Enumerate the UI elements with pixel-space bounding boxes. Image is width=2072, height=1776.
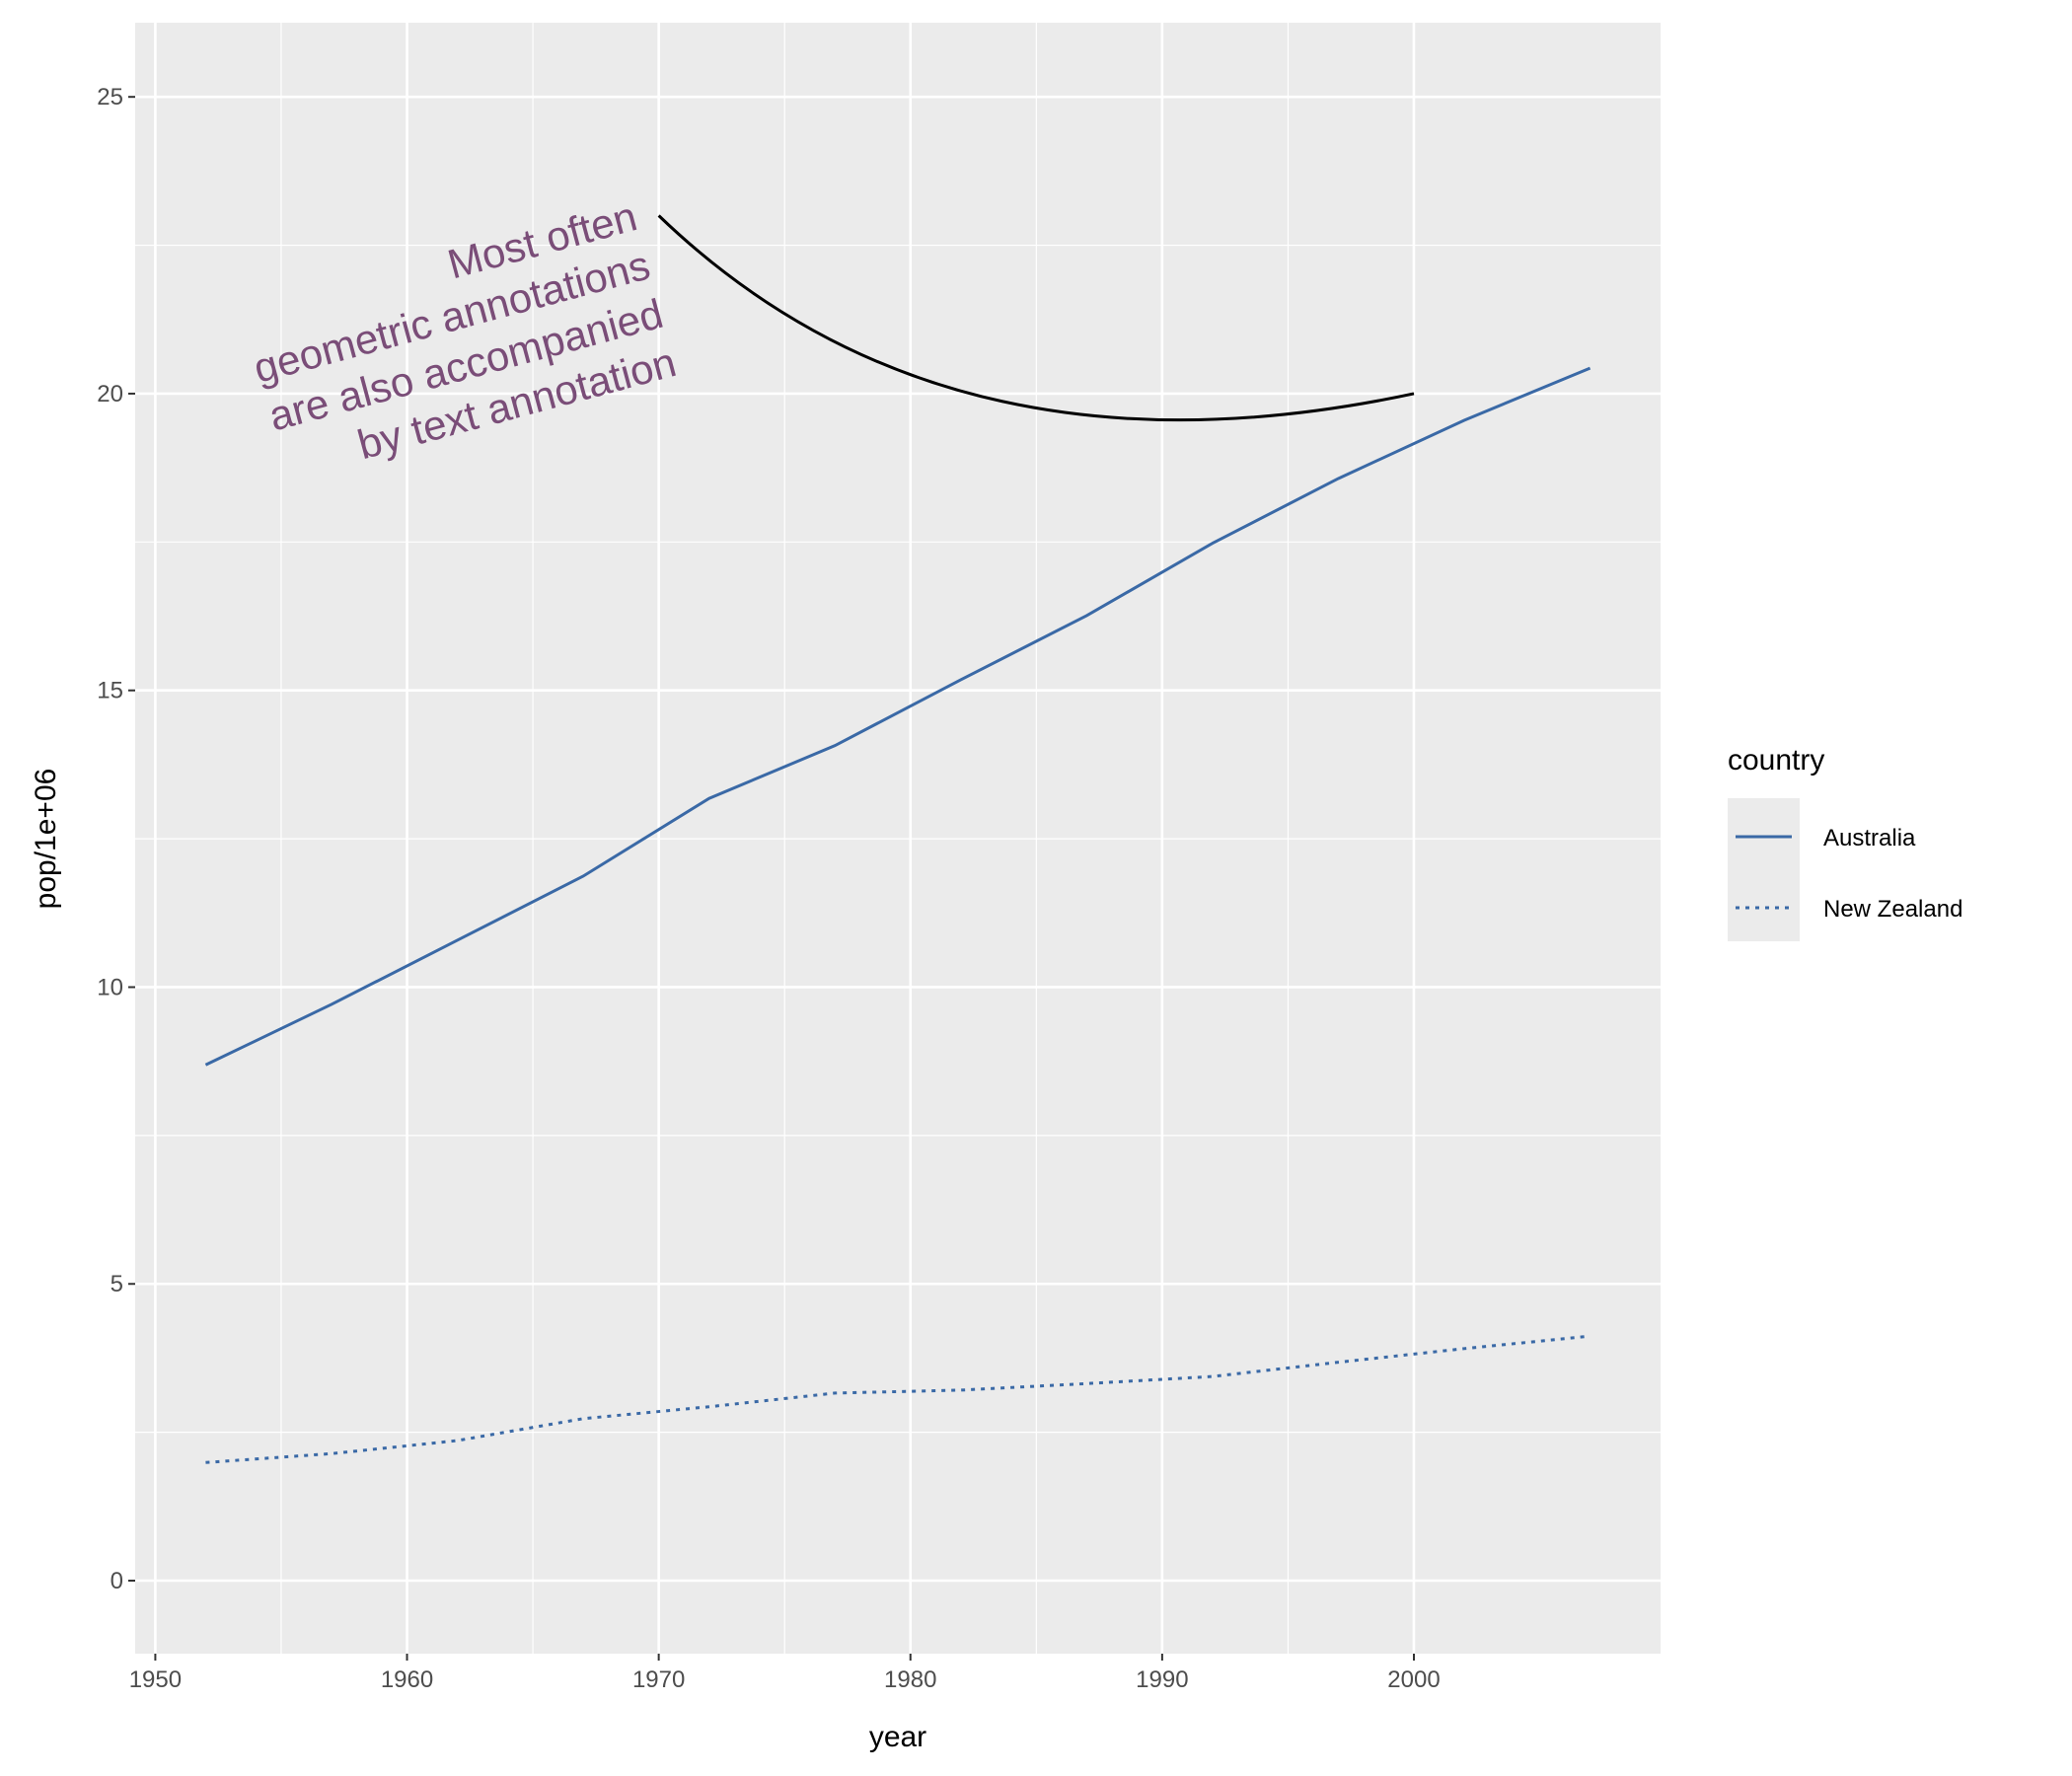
annotation-curve xyxy=(657,214,1415,422)
panel xyxy=(135,23,1661,1654)
x-axis-title: year xyxy=(869,1721,926,1753)
y-tick-label: 20 xyxy=(97,381,123,407)
y-tick-label: 10 xyxy=(97,974,123,1000)
legend-title: country xyxy=(1728,744,1824,777)
y-axis-title: pop/1e+06 xyxy=(30,769,62,910)
x-tick-label: 1950 xyxy=(129,1666,182,1693)
y-tick-label: 15 xyxy=(97,678,123,704)
legend-label: Australia xyxy=(1823,825,1916,851)
x-tick-label: 1980 xyxy=(884,1666,936,1693)
series-line xyxy=(204,366,1591,1067)
x-tick-label: 1990 xyxy=(1136,1666,1188,1693)
grid xyxy=(135,23,1661,1654)
x-tick-label: 2000 xyxy=(1387,1666,1440,1693)
x-tick-label: 1960 xyxy=(381,1666,433,1693)
y-tick-label: 0 xyxy=(111,1568,123,1594)
y-tick-label: 5 xyxy=(111,1271,123,1297)
x-tick-label: 1970 xyxy=(632,1666,685,1693)
legend-key-background xyxy=(1728,798,1800,941)
y-tick-label: 25 xyxy=(97,84,123,111)
legend-label: New Zealand xyxy=(1823,896,1962,923)
legend: country Australia New Zealand xyxy=(1728,744,1962,941)
